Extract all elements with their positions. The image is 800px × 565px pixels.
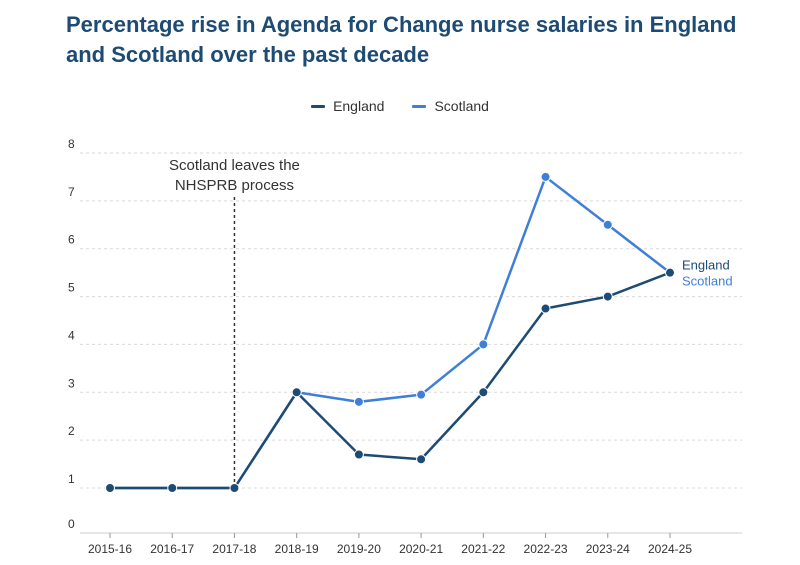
x-tick-label-2018-19: 2018-19 — [275, 542, 319, 556]
legend: England Scotland — [0, 98, 800, 114]
x-tick-label-2024-25: 2024-25 — [648, 542, 692, 556]
data-point-england-2024-25 — [665, 267, 675, 278]
annotation-layer: Scotland leaves the NHSPRB process — [169, 157, 300, 488]
data-point-scotland-2023-24 — [602, 219, 613, 230]
axis-layer: 0 1 2 3 4 5 6 7 8 2015-16 2016-17 2017-18 2018-19 201… — [68, 137, 742, 556]
y-tick-label-6: 6 — [68, 233, 75, 247]
series-line-scotland — [110, 175, 671, 490]
grid-layer — [80, 152, 742, 489]
x-tick-label-2021-22: 2021-22 — [461, 542, 505, 556]
data-point-england-2022-23 — [540, 303, 551, 314]
legend-item-scotland: Scotland — [412, 98, 489, 114]
data-point-scotland-2020-21 — [416, 389, 427, 400]
data-point-england-2021-22 — [478, 387, 489, 398]
annotation-text-line-1: Scotland leaves the — [169, 157, 300, 174]
x-tick-label-2019-20: 2019-20 — [337, 542, 381, 556]
x-tick-label-2015-16: 2015-16 — [88, 542, 132, 556]
x-tick-label-2022-23: 2022-23 — [524, 542, 568, 556]
data-point-scotland-2019-20 — [353, 396, 364, 407]
y-tick-label-8: 8 — [68, 137, 75, 151]
series-line-england — [110, 271, 671, 490]
x-tick-label-2023-24: 2023-24 — [586, 542, 630, 556]
end-label-scotland: Scotland — [682, 274, 733, 289]
legend-swatch-england — [311, 104, 326, 108]
data-point-england-2016-17 — [167, 483, 178, 493]
y-tick-label-0: 0 — [68, 517, 75, 531]
y-tick-label-5: 5 — [68, 281, 75, 295]
y-tick-label-1: 1 — [68, 472, 75, 486]
y-tick-label-3: 3 — [68, 376, 75, 390]
legend-swatch-scotland — [412, 104, 427, 108]
legend-label-england: England — [333, 98, 385, 114]
annotation-text-line-2: NHSPRB process — [175, 177, 294, 194]
x-tick-label-2016-17: 2016-17 — [150, 542, 194, 556]
data-point-england-2019-20 — [353, 449, 364, 460]
y-tick-label-7: 7 — [68, 185, 75, 199]
data-point-england-2020-21 — [416, 454, 427, 465]
x-tick-label-2017-18: 2017-18 — [212, 542, 256, 556]
legend-label-scotland: Scotland — [434, 98, 489, 114]
legend-item-england: England — [311, 98, 384, 114]
data-point-scotland-2021-22 — [478, 339, 489, 350]
data-point-england-2023-24 — [602, 291, 613, 302]
end-label-england: England — [682, 258, 730, 273]
data-point-england-2017-18 — [229, 483, 240, 493]
y-tick-label-4: 4 — [68, 328, 75, 342]
data-point-scotland-2022-23 — [540, 171, 551, 182]
data-point-england-2015-16 — [105, 483, 115, 493]
x-tick-label-2020-21: 2020-21 — [399, 542, 443, 556]
data-point-england-2018-19 — [291, 387, 302, 398]
y-tick-label-2: 2 — [68, 424, 75, 438]
series-layer — [105, 171, 675, 493]
chart-title: Percentage rise in Agenda for Change nur… — [66, 12, 737, 67]
